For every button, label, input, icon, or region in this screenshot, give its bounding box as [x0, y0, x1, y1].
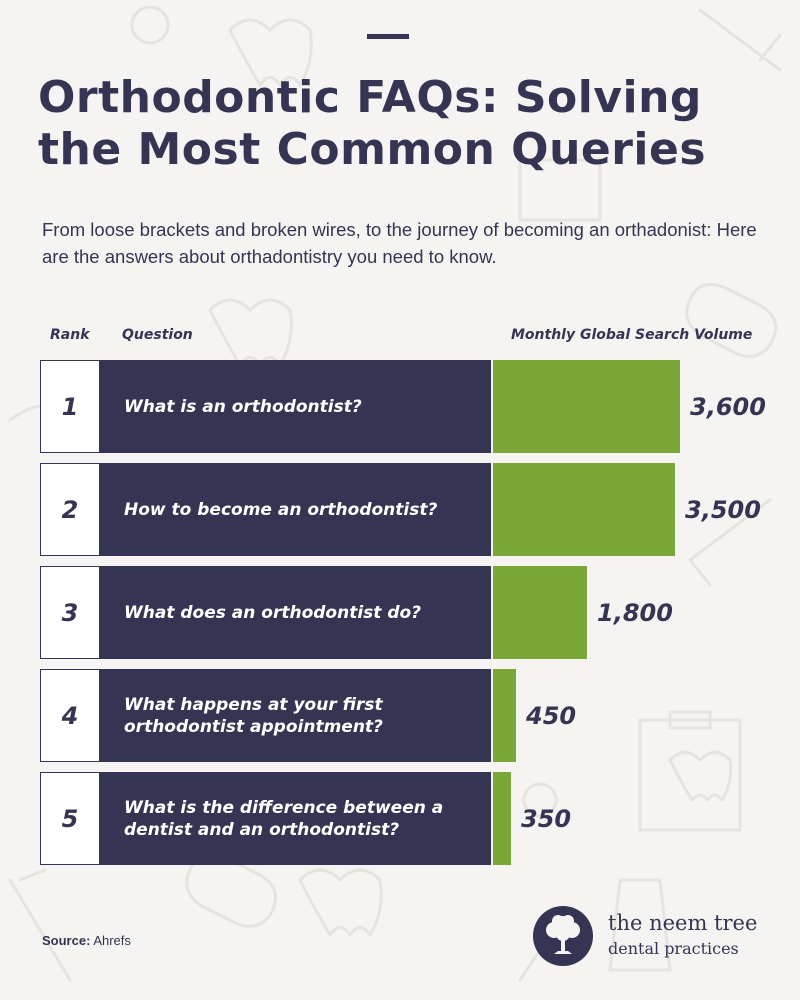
- question-text: What is the difference between a dentist…: [124, 797, 444, 840]
- question-text: What is an orthodontist?: [124, 396, 362, 417]
- ranking-row-1: 1 What is an orthodontist? 3,600: [40, 360, 780, 453]
- rank-number: 4: [40, 669, 100, 762]
- bar-area: 350: [493, 772, 780, 865]
- mirror-doodle-icon-2: [522, 782, 558, 818]
- bar-area: 1,800: [493, 566, 780, 659]
- mirror-doodle-icon: [130, 5, 170, 45]
- neem-tree-logo: the neem tree dental practices: [532, 905, 772, 971]
- search-volume-bar-fourth: [493, 669, 516, 762]
- rank-number: 1: [40, 360, 100, 453]
- tooth-doodle-icon: [228, 18, 313, 87]
- rank-header: Rank: [50, 327, 90, 343]
- question-cell: What does an orthodontist do?: [100, 566, 491, 659]
- source-value: Ahrefs: [93, 933, 131, 948]
- search-volume-label: 3,600: [690, 392, 766, 421]
- question-cell: What is an orthodontist?: [100, 360, 491, 453]
- volume-header: Monthly Global Search Volume: [511, 327, 753, 343]
- rank-number: 2: [40, 463, 100, 556]
- search-volume-bar-fifth: [493, 772, 511, 865]
- question-header: Question: [122, 327, 193, 343]
- tree-icon: [533, 906, 593, 966]
- pill-doodle-icon-2: [185, 852, 278, 928]
- bottle-doodle-icon: [608, 878, 672, 972]
- question-text: What happens at your first orthodontist …: [124, 694, 383, 737]
- search-volume-bar-third: [493, 566, 587, 659]
- page-subtitle: From loose brackets and broken wires, to…: [42, 219, 757, 267]
- bar-area: 3,600: [493, 360, 780, 453]
- logo-subtitle: dental practices: [608, 939, 739, 958]
- search-volume-label: 1,800: [597, 598, 673, 627]
- source-note: Source: Ahrefs: [42, 933, 131, 948]
- ranking-row-4: 4 What happens at your first orthodontist…: [40, 669, 780, 762]
- question-cell: How to become an orthodontist?: [100, 463, 491, 556]
- logo-name: the neem tree: [608, 911, 758, 935]
- rank-number: 3: [40, 566, 100, 659]
- search-volume-label: 450: [526, 701, 577, 730]
- bar-area: 450: [493, 669, 780, 762]
- tooth-doodle-icon-2: [208, 298, 293, 367]
- search-volume-label: 350: [521, 804, 572, 833]
- toothbrush-doodle-icon-3: [8, 868, 72, 982]
- search-volume-bar-second: [493, 463, 675, 556]
- question-cell: What happens at your first orthodontist …: [100, 669, 491, 762]
- rank-number: 5: [40, 772, 100, 865]
- tooth-on-clipboard-icon: [668, 751, 733, 802]
- question-text: How to become an orthodontist?: [124, 499, 438, 520]
- ranking-row-3: 3 What does an orthodontist do? 1,800: [40, 566, 780, 659]
- ranking-row-5: 5 What is the difference between a dentis…: [40, 772, 780, 865]
- source-label: Source:: [42, 933, 91, 948]
- faq-bar-chart: 1 What is an orthodontist? 3,600 2 How to be…: [40, 360, 780, 865]
- clipboard-doodle-icon-2: [518, 158, 602, 222]
- ranking-row-2: 2 How to become an orthodontist? 3,500: [40, 463, 780, 556]
- page-title: Orthodontic FAQs: Solving the Most Commo…: [38, 72, 707, 175]
- tooth-doodle-icon-3: [298, 868, 383, 937]
- search-volume-bar-first: [493, 360, 680, 453]
- search-volume-label: 3,500: [685, 495, 761, 524]
- toothbrush-doodle-icon: [698, 8, 782, 72]
- pill-doodle-icon: [685, 282, 778, 358]
- question-text: What does an orthodontist do?: [124, 602, 422, 623]
- bar-area: 3,500: [493, 463, 780, 556]
- top-rule: [367, 34, 409, 39]
- question-cell: What is the difference between a dentist…: [100, 772, 491, 865]
- toothbrush-doodle-icon-2: [688, 498, 772, 587]
- clipboard-doodle-icon: [638, 710, 742, 832]
